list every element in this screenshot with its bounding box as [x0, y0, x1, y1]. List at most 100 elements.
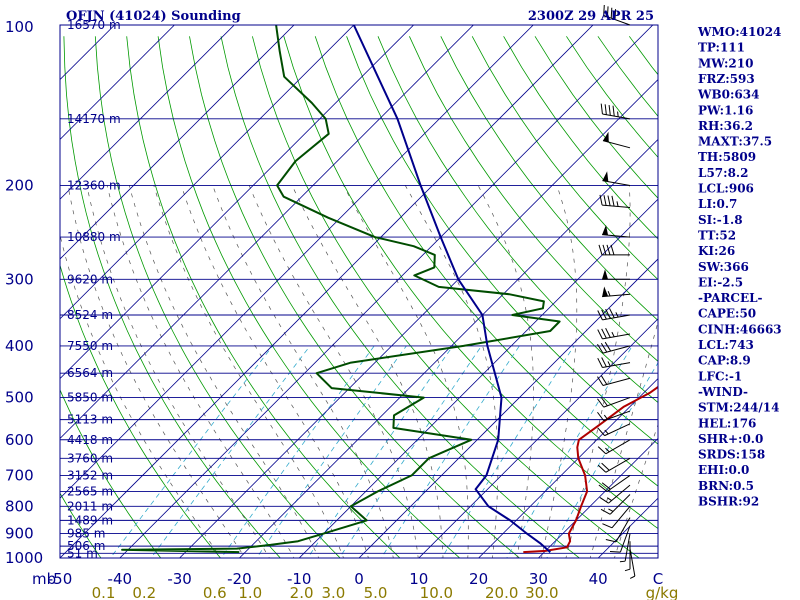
dry-adiabat — [283, 36, 658, 530]
height-label: 12360 m — [67, 178, 121, 192]
pressure-tick-label: 700 — [5, 466, 34, 484]
isotherm — [60, 25, 415, 380]
dry-adiabat — [63, 36, 281, 558]
moist-adiabat — [180, 185, 369, 558]
wind-barb-half-flag — [615, 312, 619, 318]
mixing-ratio-label: 1.0 — [238, 584, 262, 600]
wind-barb — [597, 327, 631, 340]
wind-barb-flag — [603, 4, 605, 16]
wind-barb-flag — [612, 105, 615, 117]
wind-barb-half-flag — [624, 568, 631, 572]
height-label: 8524 m — [67, 308, 113, 322]
wind-barb-flag — [597, 329, 603, 340]
wind-barb — [603, 4, 631, 26]
wind-barb-flag — [603, 195, 607, 206]
mixing-ratio-label: 5.0 — [364, 584, 388, 600]
wind-barb-flag — [605, 308, 611, 319]
index-line: PW:1.16 — [698, 103, 753, 117]
wind-barb-pennant — [602, 269, 608, 280]
wind-barb — [597, 341, 631, 354]
index-line: CAP:8.9 — [698, 354, 751, 368]
wind-barb-staff — [602, 377, 631, 386]
index-line: WMO:41024 — [697, 25, 781, 39]
height-label: 5113 m — [67, 413, 113, 427]
wind-barb-staff — [603, 397, 631, 408]
series-line-temperature — [523, 385, 658, 554]
wind-barb-flag — [600, 397, 608, 407]
wind-barb — [597, 457, 631, 473]
series-line-dewpoint — [121, 25, 561, 554]
temp-tick-label: -40 — [108, 570, 133, 588]
isotherm — [60, 25, 594, 558]
wind-barb-half-flag — [607, 361, 611, 367]
pressure-tick-label: 800 — [5, 497, 34, 515]
wind-barb — [600, 103, 631, 120]
mixing-ratio-line — [220, 345, 375, 558]
index-line: EI:-2.5 — [698, 275, 743, 289]
index-line: L57:8.2 — [698, 166, 748, 180]
height-label: 51 m — [67, 546, 98, 560]
wind-barb-pennant — [602, 286, 609, 297]
wind-barb — [598, 244, 630, 256]
wind-barb-half-flag — [629, 575, 636, 579]
temp-tick-label: 20 — [469, 570, 488, 588]
pressure-tick-label: 500 — [5, 389, 34, 407]
wind-barb-flag — [597, 464, 607, 473]
index-line: TH:5809 — [698, 150, 756, 164]
wind-barb-flag — [606, 6, 609, 17]
index-line: CINH:46663 — [698, 322, 782, 336]
isotherm — [298, 198, 658, 558]
wind-barb — [602, 286, 631, 298]
y-axis-label: mb — [32, 570, 56, 588]
wind-barb-staff — [602, 113, 631, 120]
dry-adiabat — [60, 263, 222, 558]
wind-barb-flag — [605, 327, 611, 338]
isotherm — [60, 25, 175, 140]
isotherm — [60, 25, 534, 499]
height-label: 1489 m — [67, 513, 113, 527]
height-label: 506 m — [67, 539, 105, 553]
mixing-ratio-label: 0.6 — [203, 584, 227, 600]
index-line: TP:111 — [698, 41, 745, 55]
pressure-tick-label: 900 — [5, 525, 34, 543]
wind-barb — [600, 494, 631, 515]
height-label: 9620 m — [67, 272, 113, 286]
wind-barb-staff — [604, 423, 631, 437]
wind-barb-staff — [603, 410, 631, 422]
index-line: BRN:0.5 — [698, 479, 754, 493]
wind-barb-flag — [606, 244, 611, 256]
mixing-ratio-line — [109, 345, 274, 558]
isotherm — [60, 25, 295, 260]
wind-barb-half-flag — [606, 497, 612, 501]
temp-tick-label: 40 — [589, 570, 608, 588]
mixing-ratio-line — [380, 345, 520, 558]
wind-barb-staff — [611, 506, 631, 529]
index-line: HEL:176 — [698, 416, 756, 430]
isotherm — [60, 25, 474, 439]
mixing-ratio-label: 20.0 — [485, 584, 518, 600]
temp-tick-label: -30 — [167, 570, 192, 588]
height-label: 2565 m — [67, 484, 113, 498]
index-line: SI:-1.8 — [698, 213, 743, 227]
index-line: WB0:634 — [697, 88, 759, 102]
wind-barb-flag — [599, 496, 609, 504]
wind-barb — [602, 269, 630, 280]
mixing-ratio-line — [338, 345, 482, 558]
index-line: FRZ:593 — [698, 72, 755, 86]
temp-tick-label: C — [653, 570, 663, 588]
wind-barb-staff — [609, 494, 631, 515]
height-label: 3152 m — [67, 468, 113, 482]
isotherm — [358, 258, 658, 558]
pressure-tick-label: 600 — [5, 431, 34, 449]
dry-adiabat — [94, 36, 341, 558]
wind-barb-flag — [601, 328, 607, 339]
wind-barbs — [597, 4, 636, 579]
wind-barb-half-flag — [605, 447, 610, 453]
dry-adiabat — [252, 36, 640, 558]
mixing-ratio-line — [506, 345, 633, 558]
mixing-ratio-line — [441, 345, 575, 558]
moist-adiabat — [128, 185, 320, 558]
temp-tick-label: -20 — [227, 570, 252, 588]
